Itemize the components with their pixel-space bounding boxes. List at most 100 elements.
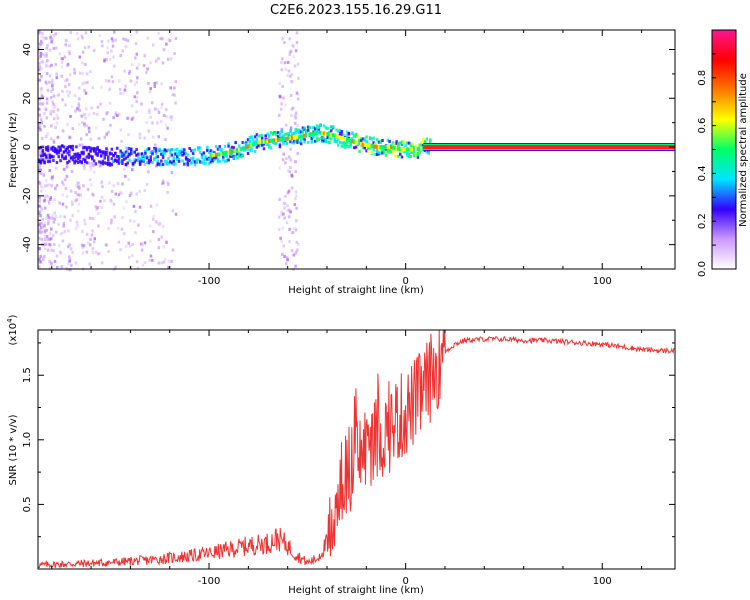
y-tick-label: -20	[22, 188, 33, 204]
spectrogram-cell	[429, 138, 432, 142]
spectrogram-cell	[104, 79, 108, 83]
spectrogram-cell	[105, 132, 108, 136]
spectrogram-cell	[38, 151, 41, 155]
x-tick-label: 100	[593, 276, 612, 287]
spectrogram-cell	[49, 124, 53, 128]
spectrogram-cell	[107, 130, 110, 134]
spectrogram-cell	[384, 147, 388, 151]
spectrogram-cell	[138, 189, 142, 193]
spectrogram-cell	[101, 162, 105, 166]
spectrogram-cell	[211, 152, 214, 157]
spectrogram-cell	[176, 152, 179, 156]
spectrogram-cell	[129, 191, 133, 195]
spectrogram-cell	[99, 150, 103, 154]
spectrogram-cell	[68, 73, 72, 77]
spectrogram-cell	[328, 132, 331, 137]
spectrogram-cell	[379, 139, 383, 143]
spectrogram-cell	[360, 141, 363, 146]
spectrogram-cell	[97, 224, 100, 228]
spectrogram-cell	[367, 146, 370, 150]
spectrogram-cell	[133, 83, 136, 87]
spectrogram-cell	[45, 217, 48, 221]
spectrogram-cell	[383, 148, 386, 152]
spectrogram-cell	[298, 135, 301, 140]
spectrogram-cell	[236, 156, 239, 160]
spectrogram-cell	[285, 221, 289, 225]
spectrogram-cell	[52, 145, 55, 149]
spectrogram-cell	[107, 88, 111, 92]
spectrogram-cell	[425, 137, 429, 141]
spectrogram-cell	[331, 125, 335, 129]
spectrogram-cell	[99, 102, 102, 106]
spectrogram-cell	[199, 150, 202, 154]
spectrogram-cell	[413, 150, 416, 154]
spectrogram-cell	[149, 254, 153, 258]
spectrogram-cell	[170, 161, 174, 165]
spectrogram-cell	[271, 132, 275, 136]
spectrogram-cell	[360, 139, 363, 143]
spectrogram-cell	[38, 42, 41, 46]
spectrogram-cell	[50, 227, 53, 231]
spectrogram-cell	[38, 107, 41, 111]
spectrogram-cell	[126, 165, 129, 169]
spectrogram-cell	[71, 155, 75, 159]
spectrogram-cell	[285, 156, 288, 160]
spectrogram-cell	[105, 147, 108, 151]
spectrogram-cell	[284, 123, 288, 127]
spectrogram-cell	[83, 88, 86, 92]
spectrogram-cell	[130, 149, 133, 153]
spectrogram-cell	[47, 216, 51, 220]
spectrogram-cell	[305, 133, 308, 138]
spectrogram-cell	[390, 145, 393, 150]
spectrogram-cell	[266, 143, 269, 147]
spectrogram-cell	[292, 227, 296, 231]
spectrogram-cell	[285, 136, 289, 141]
spectrogram-cell	[39, 86, 43, 90]
spectrogram-cell	[97, 137, 100, 141]
spectrogram-cell	[268, 138, 271, 143]
spectrogram-cell	[293, 121, 297, 125]
spectrogram-cell	[77, 187, 81, 191]
spectrogram-cell	[181, 159, 184, 163]
spectrogram-cell	[39, 227, 42, 231]
spectrogram-cell	[80, 161, 83, 165]
spectrogram-cell	[131, 162, 135, 166]
spectrogram-cell	[409, 150, 413, 154]
spectrogram-cell	[314, 139, 317, 143]
spectrogram-cell	[42, 228, 45, 232]
spectrogram-cell	[87, 161, 91, 165]
spectrogram-cell	[46, 148, 50, 152]
spectrogram-cell	[45, 82, 48, 86]
spectrogram-cell	[278, 197, 281, 201]
spectrogram-cell	[88, 130, 91, 134]
spectrogram-cell	[135, 100, 138, 104]
spectrogram-cell	[129, 33, 133, 37]
spectrogram-cell	[109, 123, 112, 127]
spectrogram-cell	[317, 128, 321, 132]
spectrogram-cell	[57, 93, 61, 97]
spectrogram-cell	[288, 37, 292, 41]
spectrogram-cell	[161, 155, 165, 159]
spectrogram-cell	[120, 191, 124, 195]
spectrogram-cell	[395, 140, 398, 144]
spectrogram-cell	[358, 141, 361, 146]
spectrogram-cell	[41, 218, 45, 222]
spectrogram-cell	[324, 138, 328, 142]
spectrogram-cell	[365, 149, 368, 153]
spectrogram-cell	[280, 137, 283, 142]
spectrogram-cell	[43, 111, 46, 115]
spectrogram-cell	[277, 215, 281, 219]
spectrogram-cell	[44, 179, 48, 183]
spectrogram-cell	[363, 138, 367, 142]
spectrogram-cell	[117, 112, 121, 116]
snr-ylabel: SNR (10 * v/v)	[8, 414, 19, 485]
spectrogram-cell	[92, 170, 96, 174]
spectrogram-cell	[314, 127, 317, 131]
spectrogram-cell	[91, 251, 95, 255]
spectrogram-cell	[71, 148, 75, 152]
spectrogram-cell	[77, 202, 81, 206]
spectrogram-cell	[179, 149, 183, 153]
spectrogram-cell	[165, 149, 168, 153]
spectrogram-cell	[276, 134, 280, 138]
spectrogram-cell	[377, 151, 381, 155]
